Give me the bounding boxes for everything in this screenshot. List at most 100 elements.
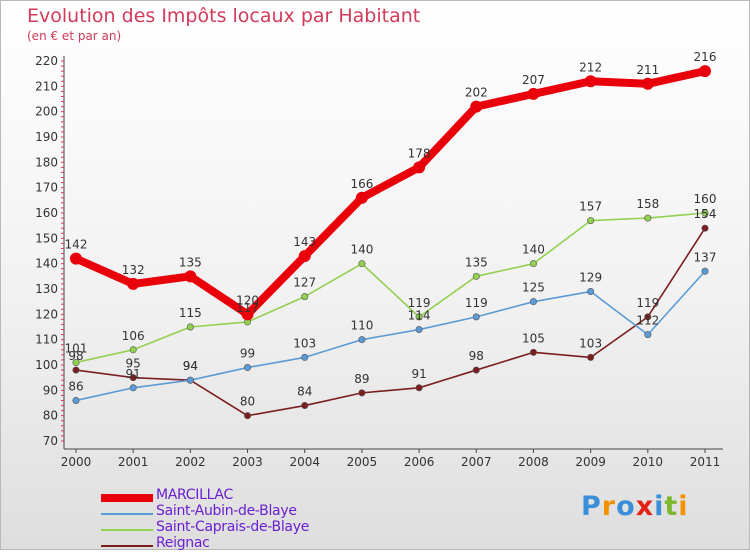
- data-point: [587, 288, 595, 296]
- data-point: [644, 313, 652, 321]
- data-point: [472, 366, 480, 374]
- data-label: 95: [126, 357, 141, 371]
- x-tick-label: 2009: [575, 455, 606, 469]
- data-label: 127: [293, 276, 316, 290]
- chart-title: Evolution des Impôts locaux par Habitant: [27, 5, 421, 27]
- series-line-0: [72, 67, 709, 319]
- y-tick-label: 120: [35, 307, 58, 321]
- x-tick-label: 2006: [404, 455, 435, 469]
- data-label: 216: [694, 50, 717, 64]
- data-point: [358, 336, 366, 344]
- logo-letter: i: [678, 491, 689, 522]
- data-label: 119: [408, 296, 431, 310]
- data-label: 142: [65, 238, 88, 252]
- data-label: 84: [297, 385, 312, 399]
- logo-letter: t: [664, 491, 679, 522]
- data-point: [129, 384, 137, 392]
- y-tick-label: 80: [43, 409, 58, 423]
- data-point: [301, 293, 309, 301]
- data-label: 101: [65, 341, 88, 355]
- data-point: [70, 252, 82, 265]
- data-point: [244, 364, 252, 372]
- data-point: [415, 313, 423, 321]
- data-label: 120: [236, 293, 259, 307]
- y-tick-label: 160: [35, 206, 58, 220]
- x-tick-label: 2000: [61, 455, 92, 469]
- data-point: [72, 396, 80, 404]
- data-label: 105: [522, 331, 545, 345]
- series-line-1: [75, 270, 706, 402]
- axes: 7080901001101201301401501601701801902002…: [35, 54, 723, 469]
- x-tick-label: 2008: [518, 455, 549, 469]
- data-label: 160: [694, 192, 717, 206]
- data-label: 157: [579, 200, 602, 214]
- logo-letter: P: [581, 491, 602, 522]
- data-label: 106: [122, 329, 145, 343]
- data-point: [186, 323, 194, 331]
- x-tick-label: 2010: [633, 455, 664, 469]
- data-label: 94: [183, 359, 198, 373]
- data-label: 94: [183, 359, 198, 373]
- data-point: [472, 272, 480, 280]
- y-tick-label: 200: [35, 105, 58, 119]
- x-tick-label: 2003: [232, 455, 263, 469]
- data-point: [584, 75, 597, 88]
- data-label: 154: [694, 207, 717, 221]
- data-label: 166: [350, 177, 373, 191]
- data-point: [644, 331, 652, 339]
- y-tick-label: 70: [43, 434, 58, 448]
- proxiti-logo: Proxiti: [581, 491, 689, 522]
- data-label: 98: [469, 349, 484, 363]
- data-label: 98: [68, 349, 83, 363]
- logo-letter: o: [616, 491, 636, 522]
- data-point: [129, 374, 137, 382]
- data-point: [529, 298, 537, 306]
- series-points: [70, 65, 711, 420]
- data-label: 143: [293, 235, 316, 249]
- data-label: 110: [350, 319, 373, 333]
- data-point: [301, 353, 309, 361]
- data-point: [701, 267, 709, 275]
- chart-subtitle: (en € et par an): [27, 29, 122, 43]
- x-tick-label: 2002: [175, 455, 206, 469]
- data-point: [701, 224, 709, 232]
- data-label: 202: [465, 86, 488, 100]
- data-label: 103: [293, 336, 316, 350]
- data-point: [358, 260, 366, 268]
- y-tick-label: 210: [35, 79, 58, 93]
- data-point: [529, 348, 537, 356]
- data-point: [241, 308, 254, 321]
- y-tick-label: 180: [35, 155, 58, 169]
- data-label: 135: [465, 255, 488, 269]
- data-label: 103: [579, 336, 602, 350]
- series-line-2: [75, 212, 706, 364]
- data-label: 119: [465, 296, 488, 310]
- data-point: [472, 313, 480, 321]
- data-point: [529, 260, 537, 268]
- data-label: 178: [408, 146, 431, 160]
- data-labels: 98 95 94 80 84 89 91 98 105 103 119 154 101 106 115 117…: [65, 50, 717, 409]
- data-point: [72, 366, 80, 374]
- data-point: [527, 87, 540, 100]
- legend-swatch: [101, 529, 153, 531]
- data-label: 158: [636, 197, 659, 211]
- data-point: [415, 384, 423, 392]
- x-tick-label: 2007: [461, 455, 492, 469]
- legend-label: Reignac: [156, 535, 210, 551]
- y-tick-label: 190: [35, 130, 58, 144]
- data-point: [127, 277, 140, 290]
- data-point: [641, 77, 654, 90]
- logo-letter: r: [601, 491, 617, 522]
- data-point: [415, 326, 423, 334]
- y-tick-label: 220: [35, 54, 58, 68]
- data-label: 91: [126, 367, 141, 381]
- data-label: 207: [522, 73, 545, 87]
- data-label: 135: [179, 255, 202, 269]
- data-point: [298, 250, 311, 263]
- data-label: 99: [240, 347, 255, 361]
- data-label: 115: [179, 306, 202, 320]
- x-tick-label: 2004: [289, 455, 320, 469]
- data-label: 112: [636, 314, 659, 328]
- data-point: [699, 65, 711, 78]
